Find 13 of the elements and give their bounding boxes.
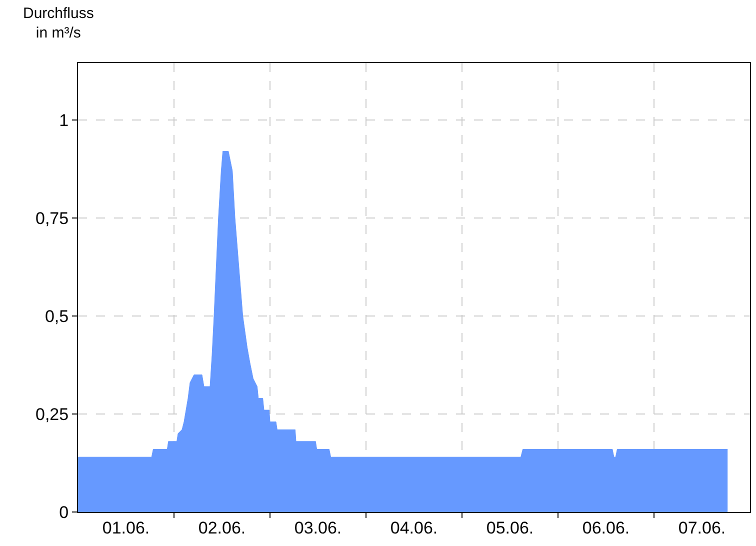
y-tick-label: 0 bbox=[59, 502, 69, 522]
y-tick-label: 1 bbox=[59, 110, 69, 130]
x-tick-label: 04.06. bbox=[390, 518, 438, 538]
x-tick-label: 03.06. bbox=[294, 518, 342, 538]
x-tick-label: 02.06. bbox=[198, 518, 246, 538]
x-tick-label: 07.06. bbox=[678, 518, 726, 538]
y-tick-label: 0,25 bbox=[36, 404, 69, 424]
x-tick-label: 01.06. bbox=[102, 518, 150, 538]
x-tick-label: 05.06. bbox=[486, 518, 534, 538]
x-tick-label: 06.06. bbox=[582, 518, 630, 538]
y-tick-label: 0,75 bbox=[36, 208, 69, 228]
y-axis-title: Durchfluss in m³/s bbox=[23, 5, 94, 42]
y-tick-label: 0,5 bbox=[44, 306, 69, 326]
